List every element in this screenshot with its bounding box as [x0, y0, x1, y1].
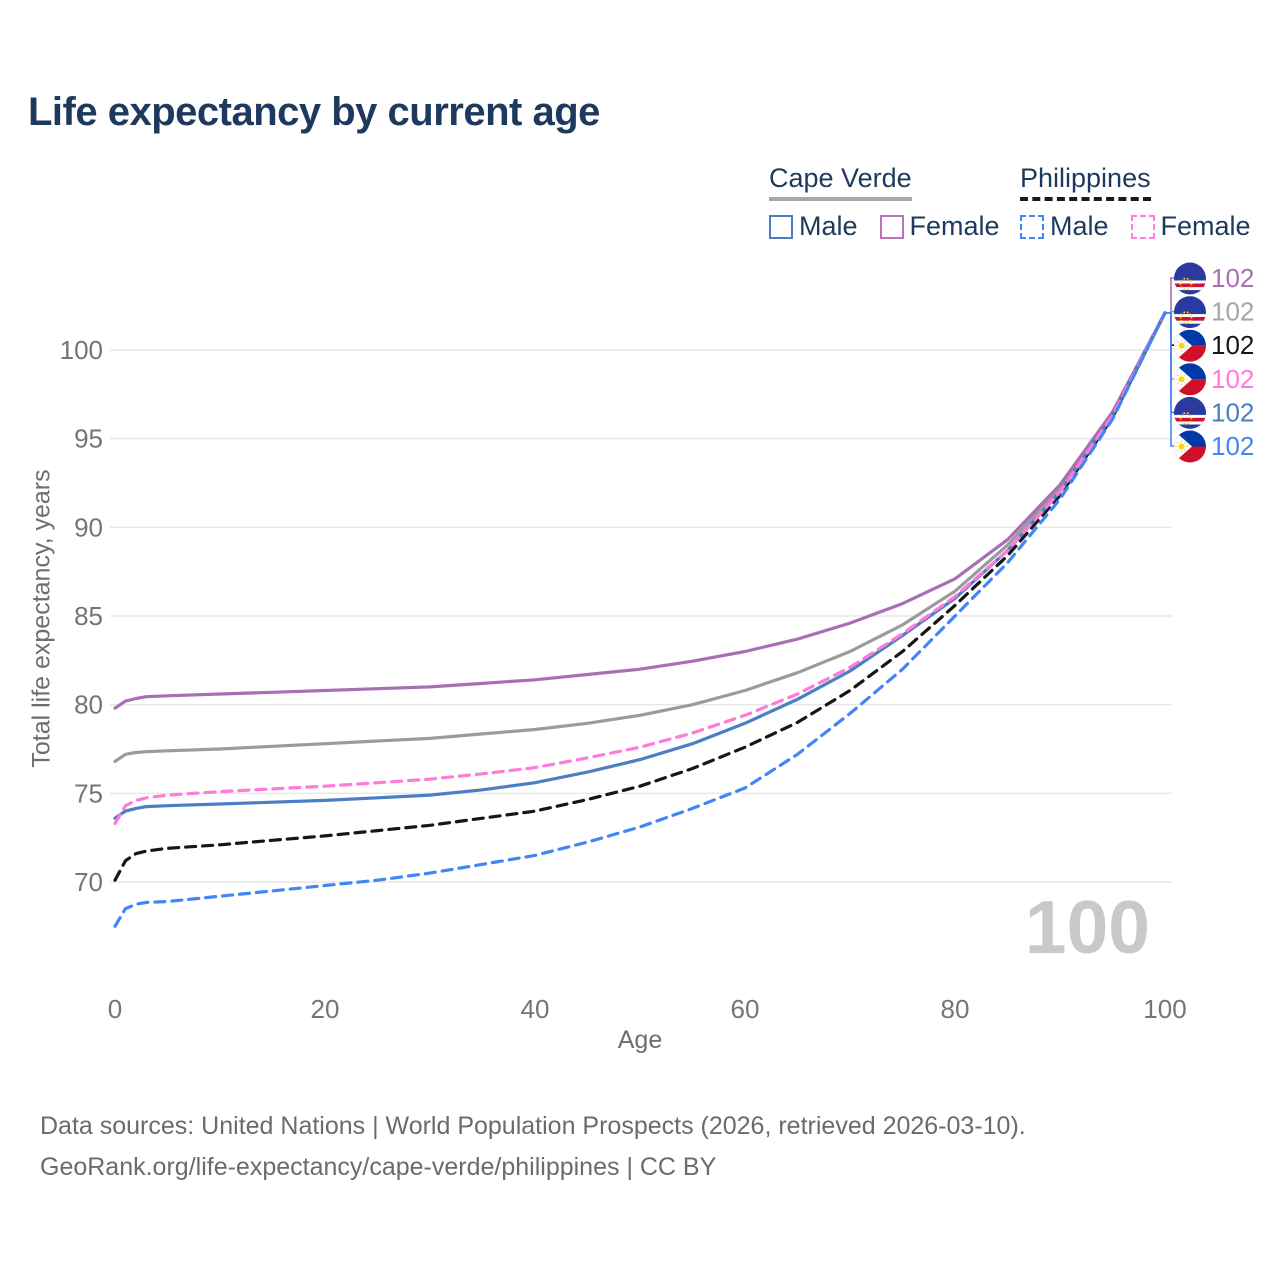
callout-connectors — [1165, 277, 1176, 447]
end-value-label-philippines-both-sexes: 102 — [1211, 330, 1254, 360]
callout-connector-cape-verde-female — [1165, 277, 1176, 314]
x-tick-0: 0 — [108, 994, 122, 1024]
legend-country-label: Cape Verde — [769, 163, 912, 193]
y-axis-title: Total life expectancy, years — [27, 469, 56, 768]
series-line-philippines-both-sexes — [113, 311, 1167, 882]
footer-data-sources: Data sources: United Nations | World Pop… — [40, 1112, 1026, 1140]
x-tick-60: 60 — [731, 994, 760, 1024]
y-tick-75: 75 — [74, 778, 103, 808]
legend-country-philippines: Philippines — [1020, 163, 1151, 201]
legend-group-cape-verde: Cape Verde Male Female — [769, 163, 1000, 242]
legend-item-label: Female — [909, 211, 1000, 241]
end-value-label-cape-verde-female: 102 — [1211, 263, 1254, 293]
cape-verde-line-sample — [769, 197, 912, 201]
y-axis-tick-labels: 70 75 80 85 90 95 100 — [60, 335, 103, 897]
legend-country-cape-verde: Cape Verde — [769, 163, 912, 201]
series-line-cape-verde-both-sexes — [113, 311, 1167, 763]
footer: Data sources: United Nations | World Pop… — [40, 1106, 1026, 1188]
series-line-philippines-female — [113, 311, 1167, 826]
cape-verde-flag-icon — [1174, 263, 1206, 295]
end-value-label-philippines-female: 102 — [1211, 364, 1254, 394]
philippines-male-swatch — [1020, 214, 1044, 239]
philippines-line-sample — [1020, 197, 1151, 201]
current-age-watermark: 100 — [1025, 885, 1150, 969]
philippines-flag-icon — [1174, 363, 1206, 395]
y-tick-85: 85 — [74, 601, 103, 631]
gridlines — [110, 349, 1172, 883]
y-tick-100: 100 — [60, 335, 103, 365]
series-line-cape-verde-female — [113, 311, 1167, 710]
callout-connector-philippines-male — [1165, 312, 1176, 447]
legend-item-philippines-female[interactable]: Female — [1130, 211, 1251, 242]
series-lines — [113, 311, 1167, 928]
y-tick-70: 70 — [74, 867, 103, 897]
end-value-label-cape-verde-both-sexes: 102 — [1211, 297, 1254, 327]
cape-verde-flag-icon — [1174, 397, 1206, 429]
x-tick-80: 80 — [941, 994, 970, 1024]
end-value-label-philippines-male: 102 — [1211, 431, 1254, 461]
series-line-cape-verde-male — [113, 311, 1167, 820]
legend-group-philippines: Philippines Male Female — [1020, 163, 1251, 242]
end-value-label-cape-verde-male: 102 — [1211, 397, 1254, 427]
x-tick-40: 40 — [521, 994, 550, 1024]
cape-verde-male-swatch — [769, 214, 793, 239]
x-tick-100: 100 — [1143, 994, 1186, 1024]
cape-verde-flag-icon — [1174, 296, 1206, 328]
page-title: Life expectancy by current age — [28, 90, 600, 134]
x-axis-tick-labels: 0 20 40 60 80 100 — [108, 994, 1187, 1024]
cape-verde-female-swatch — [879, 214, 904, 239]
philippines-flag-icon — [1174, 330, 1206, 362]
legend-item-cape-verde-male[interactable]: Male — [769, 211, 858, 242]
legend-item-label: Female — [1160, 211, 1251, 241]
y-tick-95: 95 — [74, 424, 103, 454]
philippines-female-swatch — [1130, 214, 1155, 239]
series-line-philippines-male — [113, 311, 1167, 928]
legend-item-label: Male — [799, 211, 858, 241]
legend-item-cape-verde-female[interactable]: Female — [879, 211, 1000, 242]
legend-country-label: Philippines — [1020, 163, 1151, 193]
x-tick-20: 20 — [311, 994, 340, 1024]
y-tick-90: 90 — [74, 512, 103, 542]
philippines-flag-icon — [1174, 431, 1206, 463]
x-axis-title: Age — [618, 1026, 662, 1054]
footer-attribution: GeoRank.org/life-expectancy/cape-verde/p… — [40, 1153, 717, 1181]
y-tick-80: 80 — [74, 690, 103, 720]
legend-item-philippines-male[interactable]: Male — [1020, 211, 1109, 242]
legend-item-label: Male — [1050, 211, 1109, 241]
